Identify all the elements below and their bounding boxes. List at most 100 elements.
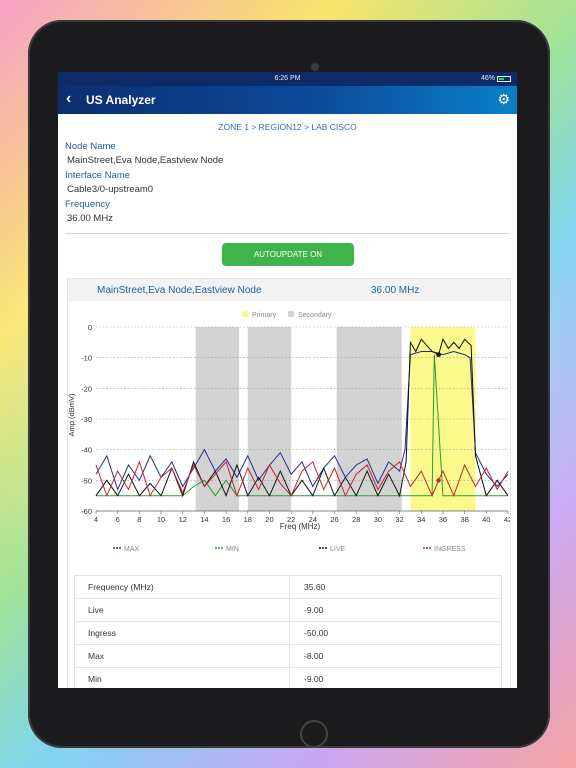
app-screen: 6:26 PM 46% ‹ US Analyzer ⚙ ZONE 1 > REG… [58, 72, 517, 688]
readings-table: Frequency (MHz) 35.60 Live -9.00 Ingress -5… [74, 575, 502, 688]
interface-name-label: Interface Name [65, 170, 130, 181]
x-tick-label: 32 [395, 515, 403, 524]
live-legend-dot [322, 547, 324, 549]
x-tick-label: 4 [94, 515, 98, 524]
back-chevron-icon[interactable]: ‹ [66, 90, 72, 107]
interface-name-value: Cable3/0-upstream0 [67, 184, 154, 195]
x-tick-label: 20 [265, 515, 273, 524]
x-tick-label: 38 [460, 515, 468, 524]
nav-bar: ‹ US Analyzer ⚙ [58, 86, 517, 114]
cell-divider [289, 622, 290, 644]
table-row: Live -9.00 [74, 599, 502, 622]
node-name-value: MainStreet,Eva Node,Eastview Node [67, 155, 224, 166]
row-value: -8.00 [304, 651, 324, 661]
ingress-legend-dot [426, 547, 428, 549]
x-tick-label: 8 [137, 515, 141, 524]
gear-icon[interactable]: ⚙ [497, 91, 510, 107]
table-row: Max -8.00 [74, 645, 502, 668]
band-legend: Primary Secondary [242, 311, 332, 319]
max-legend-dot [119, 547, 121, 549]
max-series-line [95, 350, 509, 491]
card-frequency: 36.00 MHz [371, 285, 420, 296]
table-row: Ingress -50.00 [74, 622, 502, 645]
ingress-legend-label: INGRESS [434, 546, 466, 553]
min-series-line [96, 354, 508, 497]
x-tick-label: 16 [222, 515, 230, 524]
battery-percent: 46% [480, 75, 495, 82]
cell-divider [289, 645, 290, 667]
row-value: -50.00 [304, 628, 329, 638]
min-legend-dot [215, 547, 217, 549]
x-axis-label: Freq (MHz) [280, 522, 321, 531]
x-tick-label: 42 [504, 515, 510, 524]
row-label: Min [88, 674, 102, 684]
y-tick-label: -30 [81, 415, 92, 424]
live-series-line [95, 338, 509, 498]
card-node-name: MainStreet,Eva Node,Eastview Node [97, 285, 262, 296]
live-marker-point [436, 352, 442, 357]
x-tick-label: 10 [157, 515, 165, 524]
cell-divider [289, 576, 290, 598]
ingress-marker-point [436, 478, 441, 483]
analyzer-card: MainStreet,Eva Node,Eastview Node 36.00 … [67, 278, 511, 688]
page-title: US Analyzer [86, 93, 156, 107]
ingress-series-line [95, 460, 509, 498]
table-row: Frequency (MHz) 35.60 [74, 576, 502, 599]
y-tick-label: -10 [81, 354, 92, 363]
series-layer [95, 338, 509, 498]
cell-divider [289, 599, 290, 621]
live-legend-dot [325, 547, 327, 549]
x-tick-label: 26 [330, 515, 338, 524]
y-axis-label: Amp (dBmV) [68, 393, 76, 436]
min-legend-dot [221, 547, 223, 549]
y-tick-label: -20 [81, 384, 92, 393]
row-value: 35.60 [304, 582, 326, 592]
x-tick-labels: 4 6 8 10 12 14 16 18 20 22 24 26 28 30 32 34 36 38 40 42 [94, 511, 510, 524]
live-legend-dot [319, 547, 321, 549]
row-label: Frequency (MHz) [88, 582, 154, 592]
live-legend-label: LIVE [330, 546, 346, 553]
y-tick-label: -50 [81, 476, 92, 485]
autoupdate-button[interactable]: AUTOUPDATE ON [222, 243, 354, 266]
max-legend-dot [113, 547, 115, 549]
ingress-legend-dot [423, 547, 425, 549]
x-tick-label: 6 [116, 515, 120, 524]
x-tick-label: 14 [200, 515, 208, 524]
status-time: 6:26 PM [274, 75, 301, 82]
y-tick-label: -40 [81, 446, 92, 455]
breadcrumb[interactable]: ZONE 1 > REGION12 > LAB CISCO [218, 122, 357, 132]
row-value: -9.00 [304, 674, 324, 684]
spectrum-chart[interactable]: Primary Secondary 4 6 8 10 12 14 16 18 20 22 24 26 2… [68, 303, 510, 573]
x-tick-label: 30 [374, 515, 382, 524]
series-legend: MAX MIN LIVE INGRESS [113, 546, 466, 553]
row-label: Live [88, 605, 104, 615]
primary-legend-swatch [242, 311, 248, 317]
status-bar: 6:26 PM 46% [58, 72, 517, 86]
table-row: Min -9.00 [74, 668, 502, 688]
row-label: Max [88, 651, 105, 661]
secondary-legend-label: Secondary [298, 312, 332, 319]
frequency-value: 36.00 MHz [67, 213, 113, 224]
frequency-label: Frequency [65, 199, 110, 210]
divider [65, 233, 510, 234]
max-legend-dot [116, 547, 118, 549]
cell-divider [289, 668, 290, 688]
row-label: Ingress [88, 628, 116, 638]
x-tick-label: 12 [179, 515, 187, 524]
ingress-legend-dot [429, 547, 431, 549]
card-header: MainStreet,Eva Node,Eastview Node 36.00 … [68, 279, 510, 301]
front-camera [311, 63, 319, 71]
home-button[interactable] [300, 720, 328, 748]
x-tick-label: 24 [309, 515, 317, 524]
x-tick-label: 40 [482, 515, 490, 524]
x-tick-label: 22 [287, 515, 295, 524]
x-tick-label: 28 [352, 515, 360, 524]
y-tick-label: 0 [88, 323, 92, 332]
min-legend-label: MIN [226, 546, 239, 553]
x-tick-label: 34 [417, 515, 425, 524]
secondary-legend-swatch [288, 311, 294, 317]
x-tick-label: 18 [244, 515, 252, 524]
battery-status: 46% [481, 75, 511, 82]
max-legend-label: MAX [124, 546, 140, 553]
min-legend-dot [218, 547, 220, 549]
